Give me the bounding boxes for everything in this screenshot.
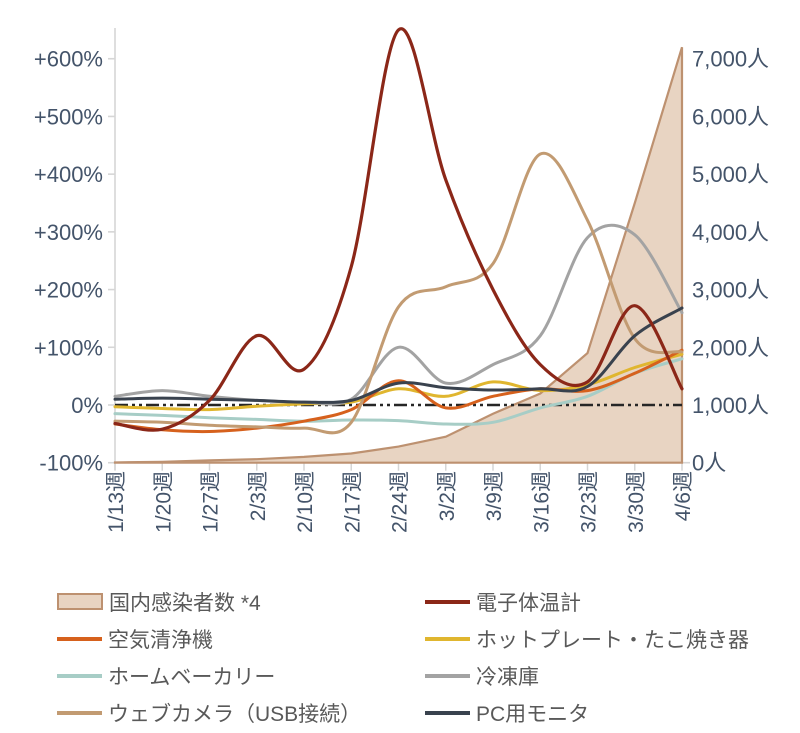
x-axis-label: 2/3週 [247, 471, 270, 521]
axes: +600% +500% +400% +300% +200% +100% 0% -100% 7,0… [34, 28, 769, 533]
legend-label: 冷凍庫 [476, 665, 539, 689]
right-axis-label: 7,000人 [692, 47, 769, 72]
x-axis-label: 3/23週 [578, 471, 601, 533]
left-axis-label: -100% [39, 451, 103, 476]
legend-area-swatch [57, 593, 103, 610]
right-axis-label: 4,000人 [692, 220, 769, 245]
x-axis-label: 3/2週 [436, 471, 459, 521]
series-line-5 [113, 223, 684, 406]
right-axis-label: 0人 [692, 451, 726, 476]
trend-chart: +600% +500% +400% +300% +200% +100% 0% -100% 7,0… [34, 27, 769, 533]
legend-label: 電子体温計 [476, 591, 581, 615]
series-line-2 [113, 348, 684, 434]
x-axis-label: 4/6週 [672, 471, 695, 521]
x-axis-label: 2/24週 [389, 471, 412, 533]
x-axis-label: 3/16週 [530, 471, 553, 533]
x-axis-label: 2/10週 [294, 471, 317, 533]
x-axis-label: 1/20週 [152, 471, 175, 533]
left-axis-label: +200% [34, 278, 103, 303]
series-area-0 [113, 46, 684, 464]
series-line-4 [113, 357, 684, 426]
right-axis-label: 6,000人 [692, 104, 769, 129]
x-axis-label: 3/30週 [625, 471, 648, 533]
legend-line-swatch [425, 599, 470, 604]
legend-item-4: ホームベーカリー [57, 657, 425, 694]
legend-item-0: 国内感染者数 *4 [57, 583, 425, 620]
legend-line-swatch [57, 673, 102, 678]
legend-item-3: ホットプレート・たこ焼き器 [425, 620, 800, 657]
legend-line-swatch [425, 710, 470, 715]
left-axis-label: +100% [34, 335, 103, 360]
x-axis-label: 3/9週 [483, 471, 506, 521]
right-axis-label: 5,000人 [692, 162, 769, 187]
left-axis-label: 0% [71, 393, 103, 418]
legend-label: PC用モニタ [476, 702, 590, 726]
legend-line-swatch [57, 636, 102, 641]
legend-line-swatch [57, 710, 102, 715]
series-line-6 [113, 151, 684, 435]
chart-legend: 国内感染者数 *4 電子体温計空気清浄機 ホットプレート・たこ焼き器ホームベーカリー… [0, 583, 800, 731]
x-axis-label: 2/17週 [341, 471, 364, 533]
legend-item-5: 冷凍庫 [425, 657, 800, 694]
legend-label: ウェブカメラ（USB接続） [108, 702, 362, 726]
left-axis-label: +300% [34, 220, 103, 245]
legend-item-6: ウェブカメラ（USB接続） [57, 694, 425, 731]
legend-label: ホットプレート・たこ焼き器 [476, 628, 749, 652]
left-axis-label: +400% [34, 162, 103, 187]
x-axis-label: 1/27週 [200, 471, 223, 533]
legend-label: 空気清浄機 [108, 628, 213, 652]
right-axis-label: 1,000人 [692, 393, 769, 418]
x-axis-label: 1/13週 [105, 471, 128, 533]
left-axis-label: +500% [34, 104, 103, 129]
legend-line-swatch [425, 673, 470, 678]
legend-label: 国内感染者数 *4 [109, 591, 261, 615]
legend-item-2: 空気清浄機 [57, 620, 425, 657]
right-axis-label: 3,000人 [692, 278, 769, 303]
legend-item-7: PC用モニタ [425, 694, 800, 731]
legend-item-1: 電子体温計 [425, 583, 800, 620]
legend-line-swatch [425, 636, 470, 641]
series-line-1 [113, 27, 684, 432]
left-axis-label: +600% [34, 47, 103, 72]
legend-label: ホームベーカリー [108, 665, 276, 689]
right-axis-label: 2,000人 [692, 335, 769, 360]
